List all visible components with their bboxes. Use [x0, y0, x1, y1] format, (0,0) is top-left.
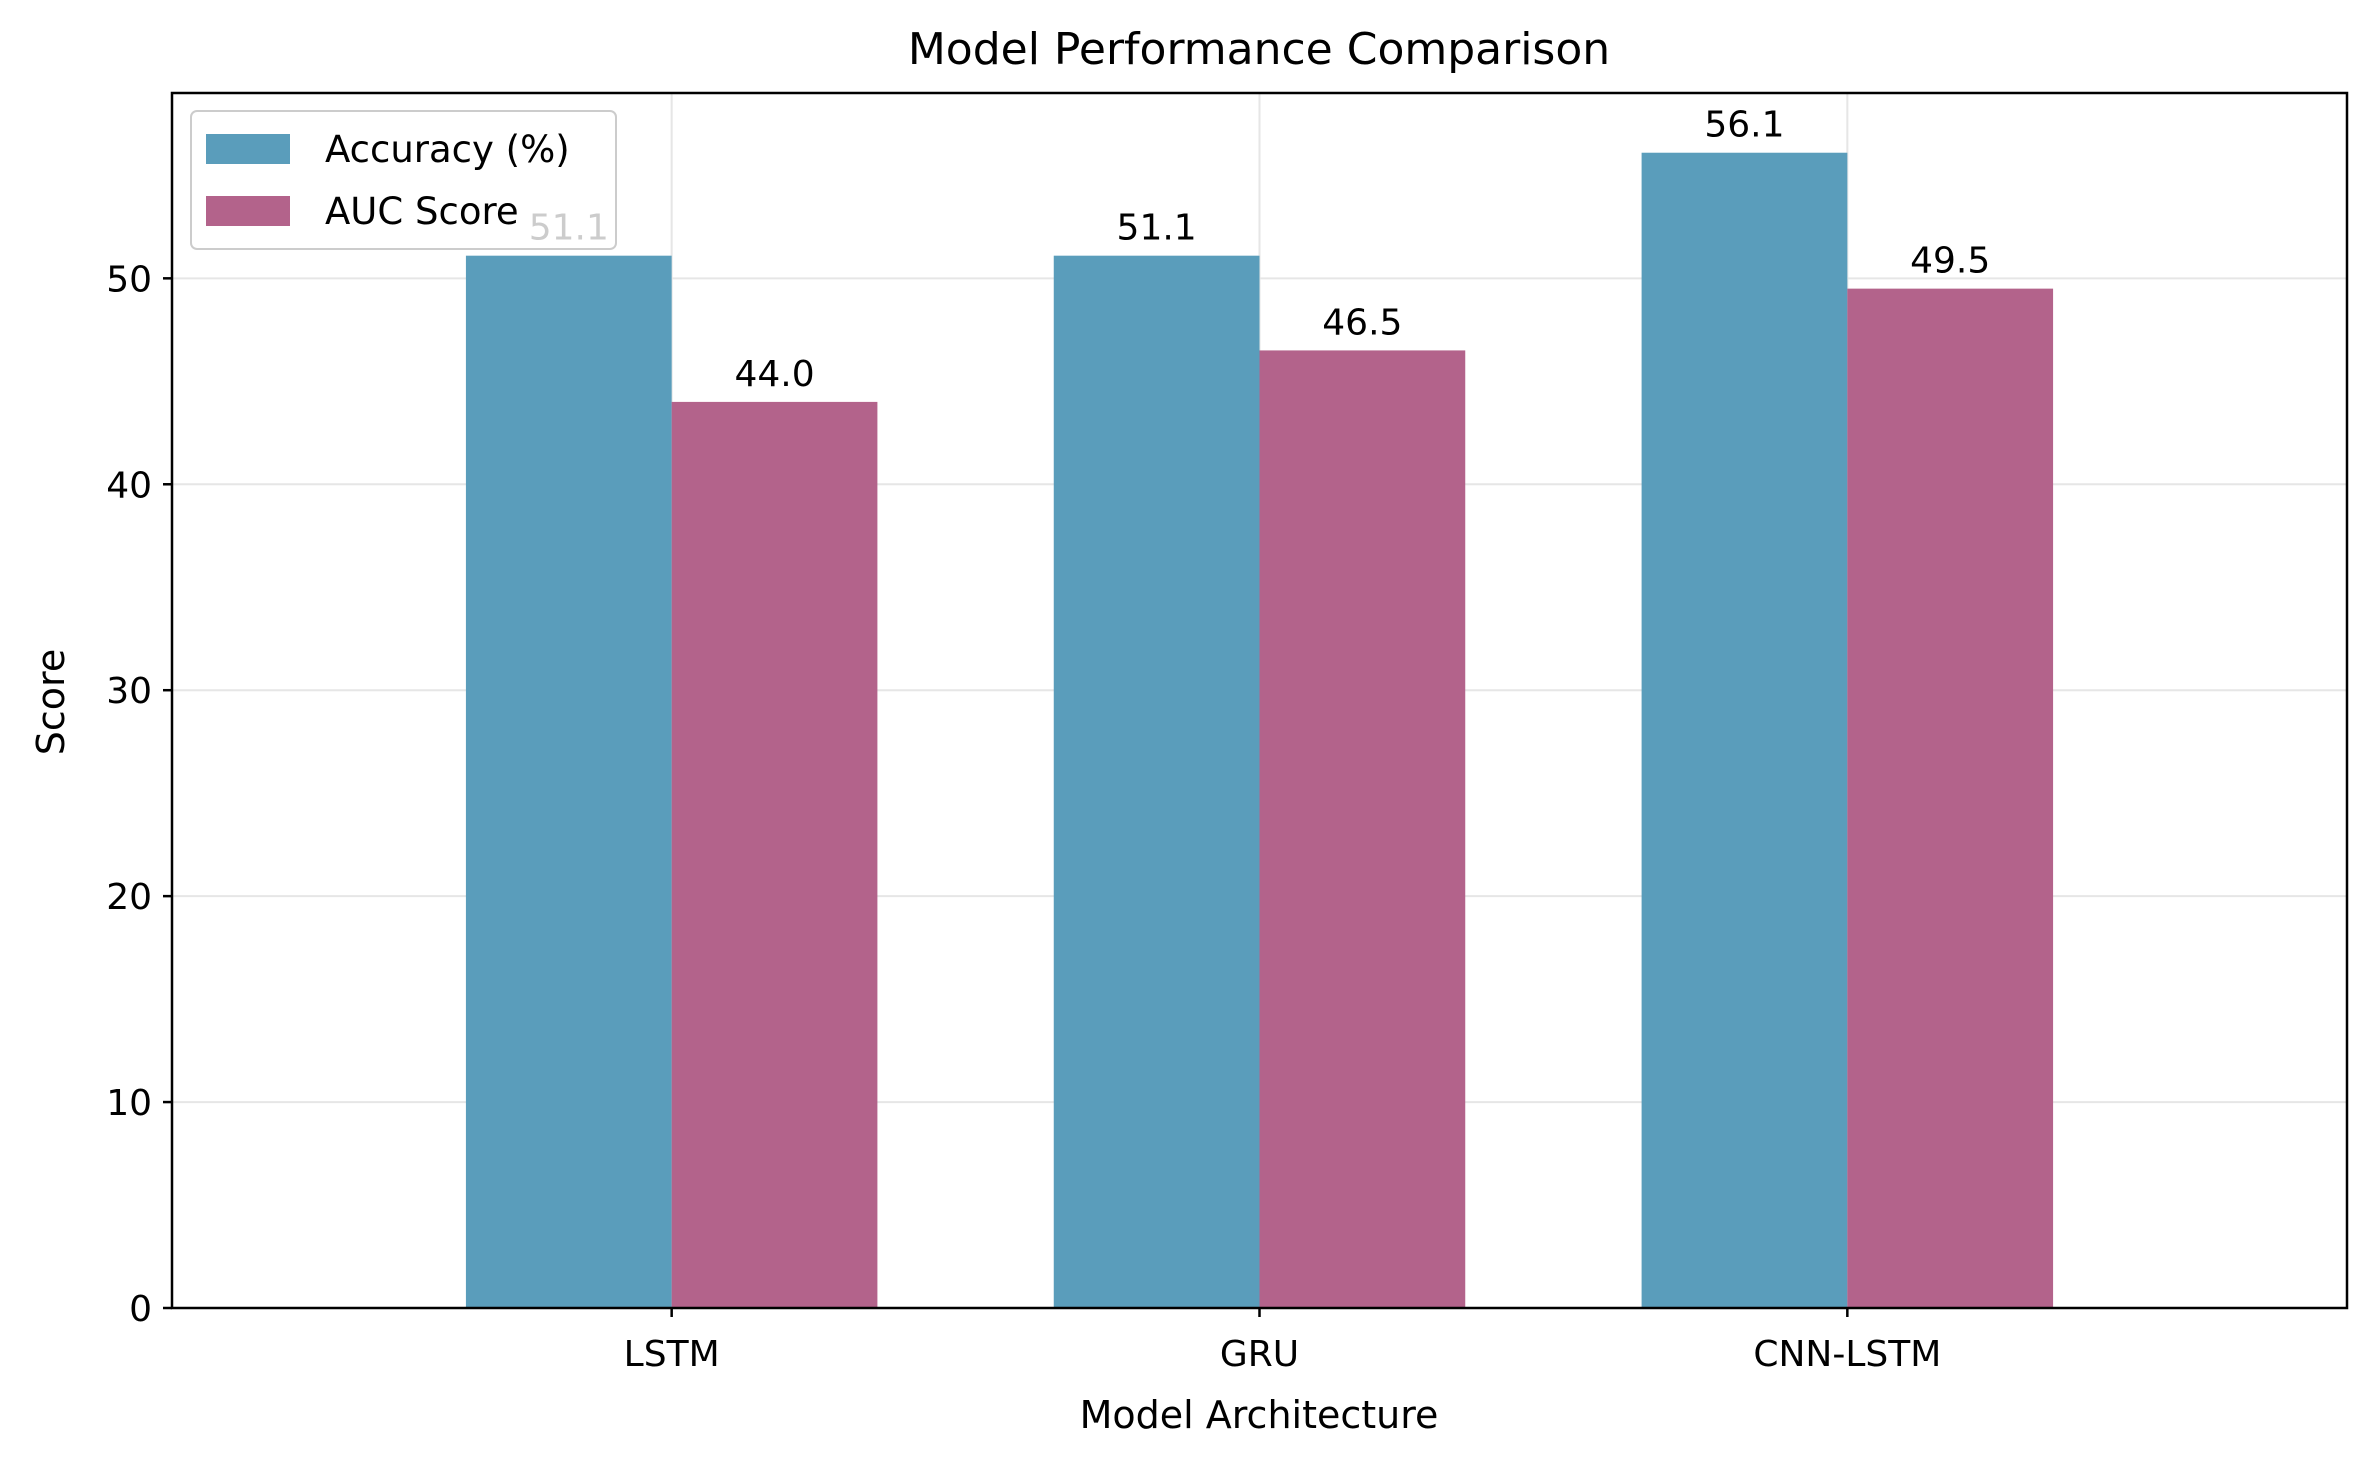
bar-accuracy-lstm — [465, 255, 672, 1309]
y-tick-label: 20 — [106, 877, 152, 918]
bar-value-label: 51.1 — [1117, 208, 1197, 249]
bar-auc-score-lstm — [671, 401, 878, 1308]
legend-label-accuracy: Accuracy (%) — [325, 128, 570, 171]
x-tick-label: LSTM — [624, 1334, 720, 1375]
y-tick-label: 40 — [106, 465, 152, 506]
legend-swatch-auc — [206, 196, 290, 226]
legend: Accuracy (%) AUC Score — [190, 110, 617, 250]
bar-auc-score-cnn-lstm — [1847, 288, 2054, 1308]
x-tick-label: GRU — [1220, 1334, 1299, 1375]
bar-value-label: 44.0 — [734, 354, 814, 395]
bar-value-label: 46.5 — [1322, 302, 1402, 343]
y-axis-label: Score — [29, 649, 73, 755]
bar-auc-score-gru — [1259, 350, 1466, 1308]
y-tick-label: 50 — [106, 259, 152, 300]
chart-title: Model Performance Comparison — [908, 24, 1610, 75]
x-tick-label: CNN-LSTM — [1753, 1334, 1941, 1375]
legend-label-auc: AUC Score — [325, 190, 519, 233]
x-axis-label: Model Architecture — [1080, 1393, 1439, 1437]
bar-value-label: 56.1 — [1704, 105, 1784, 146]
bar-accuracy-gru — [1053, 255, 1260, 1309]
y-tick-label: 0 — [129, 1289, 152, 1330]
y-tick-label: 10 — [106, 1083, 152, 1124]
y-tick-label: 30 — [106, 671, 152, 712]
bars — [465, 152, 2054, 1309]
legend-swatch-accuracy — [206, 134, 290, 164]
x-axis-ticks: LSTM GRU CNN-LSTM — [624, 1308, 1941, 1375]
bar-value-label: 49.5 — [1910, 241, 1990, 282]
bar-accuracy-cnn-lstm — [1641, 152, 1848, 1308]
y-axis-ticks: 0 10 20 30 40 50 — [106, 259, 172, 1330]
legend-box — [190, 110, 617, 250]
